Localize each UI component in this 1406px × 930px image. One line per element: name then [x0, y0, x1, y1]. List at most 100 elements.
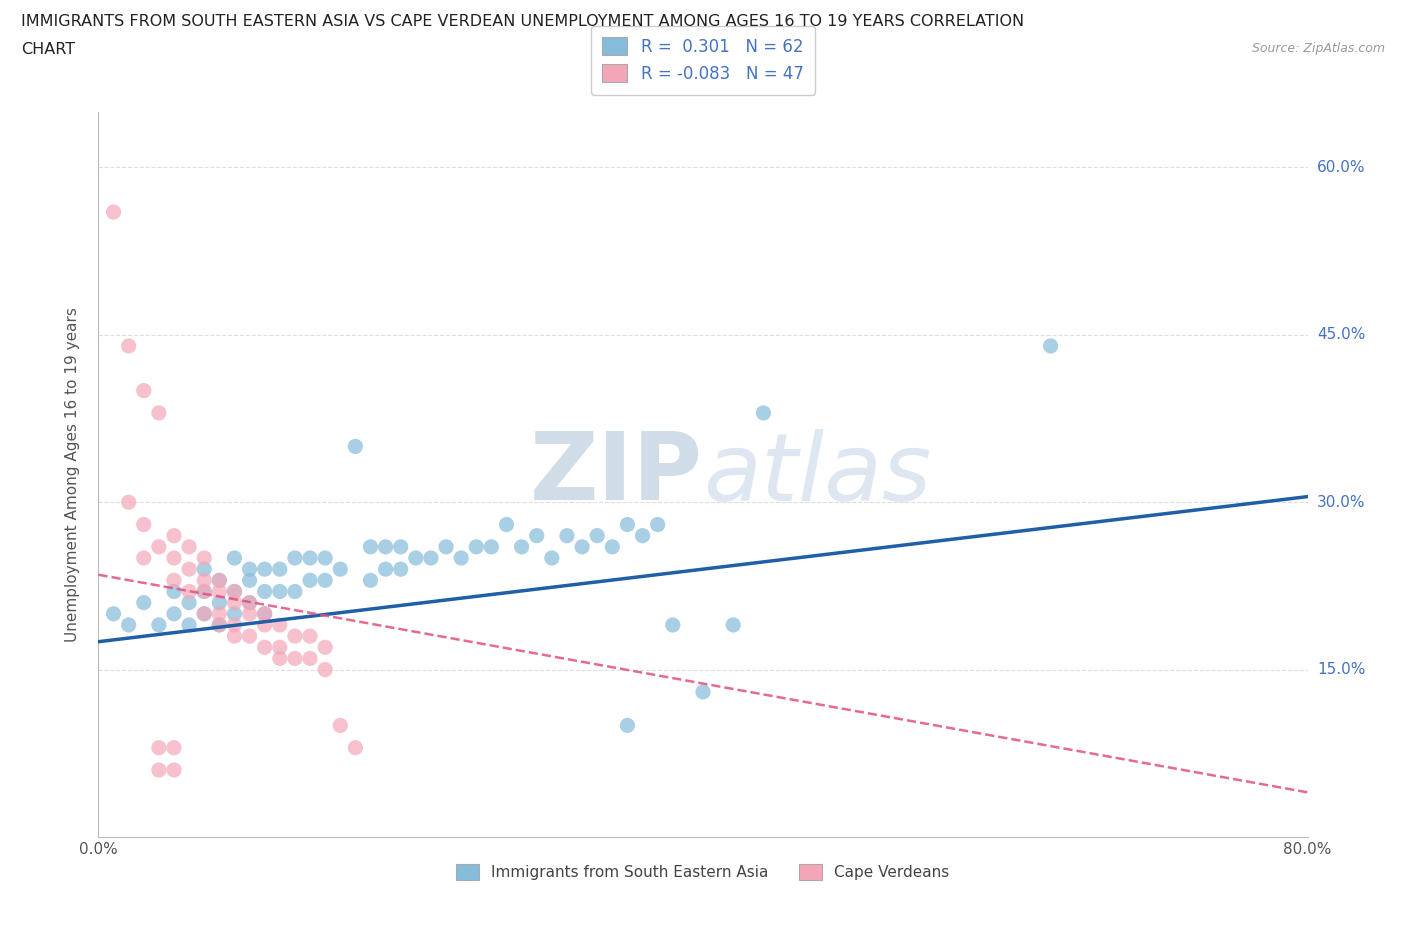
- Point: [284, 651, 307, 666]
- Point: [208, 584, 231, 599]
- Point: [526, 528, 548, 543]
- Point: [208, 606, 231, 621]
- Point: [193, 551, 215, 565]
- Point: [510, 539, 533, 554]
- Point: [269, 618, 291, 632]
- Point: [193, 606, 215, 621]
- Point: [661, 618, 683, 632]
- Point: [224, 629, 246, 644]
- Point: [374, 562, 396, 577]
- Point: [163, 584, 186, 599]
- Point: [103, 205, 125, 219]
- Point: [179, 595, 201, 610]
- Point: [239, 606, 262, 621]
- Point: [284, 629, 307, 644]
- Point: [314, 573, 336, 588]
- Point: [299, 629, 322, 644]
- Point: [647, 517, 669, 532]
- Point: [269, 562, 291, 577]
- Point: [752, 405, 775, 420]
- Point: [208, 573, 231, 588]
- Point: [299, 573, 322, 588]
- Text: 15.0%: 15.0%: [1317, 662, 1365, 677]
- Point: [163, 763, 186, 777]
- Point: [163, 528, 186, 543]
- Point: [434, 539, 457, 554]
- Point: [465, 539, 488, 554]
- Point: [163, 551, 186, 565]
- Point: [269, 640, 291, 655]
- Point: [269, 651, 291, 666]
- Point: [163, 606, 186, 621]
- Point: [253, 606, 276, 621]
- Point: [299, 651, 322, 666]
- Point: [224, 584, 246, 599]
- Point: [208, 595, 231, 610]
- Point: [193, 573, 215, 588]
- Point: [314, 551, 336, 565]
- Point: [314, 640, 336, 655]
- Point: [239, 595, 262, 610]
- Point: [360, 573, 382, 588]
- Point: [329, 718, 352, 733]
- Point: [179, 562, 201, 577]
- Point: [450, 551, 472, 565]
- Point: [299, 551, 322, 565]
- Point: [239, 595, 262, 610]
- Point: [239, 629, 262, 644]
- Text: Source: ZipAtlas.com: Source: ZipAtlas.com: [1251, 42, 1385, 55]
- Point: [420, 551, 443, 565]
- Point: [405, 551, 427, 565]
- Text: ZIP: ZIP: [530, 429, 703, 520]
- Point: [163, 573, 186, 588]
- Point: [692, 684, 714, 699]
- Point: [253, 606, 276, 621]
- Point: [132, 595, 155, 610]
- Text: IMMIGRANTS FROM SOUTH EASTERN ASIA VS CAPE VERDEAN UNEMPLOYMENT AMONG AGES 16 TO: IMMIGRANTS FROM SOUTH EASTERN ASIA VS CA…: [21, 14, 1024, 29]
- Point: [555, 528, 578, 543]
- Point: [1039, 339, 1062, 353]
- Point: [616, 718, 638, 733]
- Point: [389, 539, 412, 554]
- Point: [193, 562, 215, 577]
- Point: [103, 606, 125, 621]
- Point: [314, 662, 336, 677]
- Point: [193, 584, 215, 599]
- Point: [540, 551, 562, 565]
- Point: [571, 539, 593, 554]
- Point: [253, 584, 276, 599]
- Text: CHART: CHART: [21, 42, 75, 57]
- Point: [118, 495, 141, 510]
- Point: [179, 539, 201, 554]
- Point: [208, 618, 231, 632]
- Y-axis label: Unemployment Among Ages 16 to 19 years: Unemployment Among Ages 16 to 19 years: [65, 307, 80, 642]
- Point: [193, 584, 215, 599]
- Point: [208, 618, 231, 632]
- Point: [631, 528, 654, 543]
- Point: [495, 517, 517, 532]
- Point: [329, 562, 352, 577]
- Point: [179, 618, 201, 632]
- Point: [239, 562, 262, 577]
- Point: [148, 539, 170, 554]
- Point: [360, 539, 382, 554]
- Point: [224, 618, 246, 632]
- Point: [224, 595, 246, 610]
- Point: [284, 584, 307, 599]
- Point: [723, 618, 745, 632]
- Point: [163, 740, 186, 755]
- Point: [148, 405, 170, 420]
- Point: [224, 551, 246, 565]
- Point: [344, 439, 367, 454]
- Point: [616, 517, 638, 532]
- Point: [253, 618, 276, 632]
- Point: [374, 539, 396, 554]
- Point: [481, 539, 503, 554]
- Legend: Immigrants from South Eastern Asia, Cape Verdeans: Immigrants from South Eastern Asia, Cape…: [446, 853, 960, 891]
- Text: 45.0%: 45.0%: [1317, 327, 1365, 342]
- Point: [179, 584, 201, 599]
- Point: [208, 573, 231, 588]
- Point: [132, 551, 155, 565]
- Point: [148, 740, 170, 755]
- Point: [132, 517, 155, 532]
